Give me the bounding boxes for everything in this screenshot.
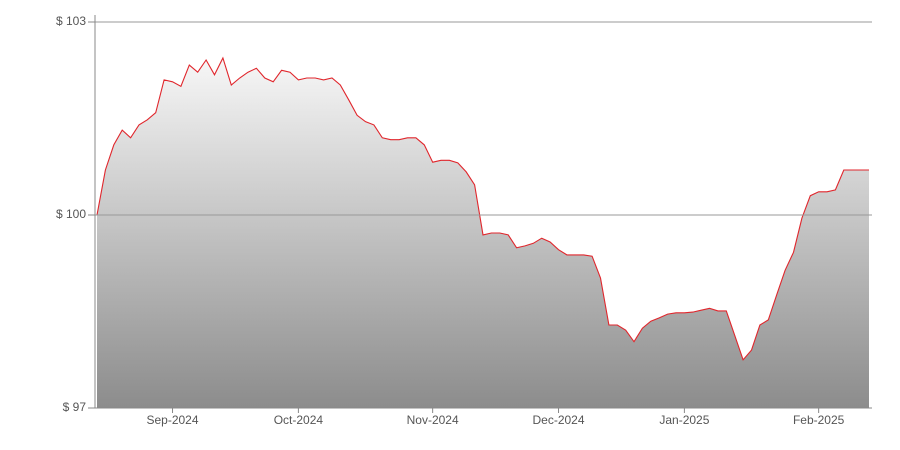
y-tick-label: $ 97 [63, 400, 87, 414]
x-tick-label: Feb-2025 [793, 413, 845, 427]
x-tick-label: Dec-2024 [533, 413, 585, 427]
x-tick-label: Nov-2024 [407, 413, 459, 427]
y-tick-label: $ 103 [56, 14, 86, 28]
x-tick-label: Sep-2024 [146, 413, 198, 427]
x-tick-label: Jan-2025 [659, 413, 709, 427]
y-tick-label: $ 100 [56, 207, 86, 221]
price-line [96, 56, 869, 361]
area-fill [97, 58, 869, 408]
x-tick-label: Oct-2024 [274, 413, 324, 427]
